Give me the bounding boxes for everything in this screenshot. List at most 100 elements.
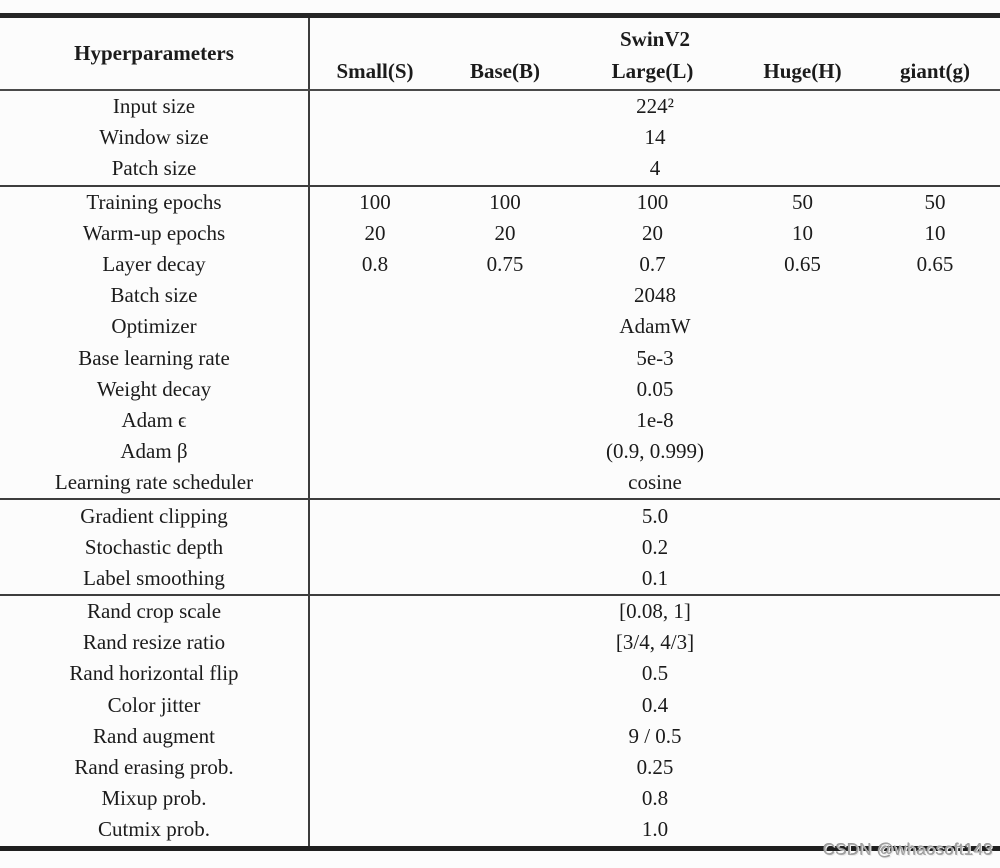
table-row: Learning rate scheduler cosine <box>0 467 1000 499</box>
row-label: Learning rate scheduler <box>0 467 310 499</box>
row-value: 0.8 <box>361 252 389 277</box>
table-row: Input size 224² <box>0 91 1000 123</box>
table-row: Cutmix prob. 1.0 <box>0 814 1000 846</box>
table-row: Optimizer AdamW <box>0 311 1000 343</box>
hyperparameters-table: Hyperparameters SwinV2 Small(S) Base(B) … <box>0 13 1000 851</box>
section-optimization: Training epochs 100 100 100 50 50 Warm-u… <box>0 184 1000 499</box>
row-label: Rand crop scale <box>0 596 310 628</box>
row-value: 20 <box>494 220 516 245</box>
row-value: 100 <box>636 189 669 214</box>
row-value: 0.7 <box>639 252 666 277</box>
row-value: [3/4, 4/3] <box>615 630 695 655</box>
table-row: Adam ϵ 1e-8 <box>0 404 1000 437</box>
row-value: 5.0 <box>641 503 669 528</box>
table-row: Rand horizontal flip 0.5 <box>0 658 1000 690</box>
row-label: Color jitter <box>0 689 310 721</box>
table-row: Weight decay 0.05 <box>0 373 1000 405</box>
column-header-large: Large(L) <box>611 58 694 83</box>
table-row: Base learning rate 5e-3 <box>0 342 1000 374</box>
row-value: 0.05 <box>636 376 674 401</box>
row-label: Window size <box>0 122 310 154</box>
row-value: 20 <box>364 220 386 245</box>
row-label: Rand erasing prob. <box>0 751 310 784</box>
row-value: 0.65 <box>916 252 954 277</box>
row-label: Batch size <box>0 280 310 312</box>
row-label: Rand horizontal flip <box>0 658 310 690</box>
row-value: 4 <box>649 156 661 181</box>
row-value: 0.5 <box>641 661 669 686</box>
table-row: Patch size 4 <box>0 153 1000 185</box>
row-value: 100 <box>489 189 521 214</box>
table-row: Rand augment 9 / 0.5 <box>0 720 1000 752</box>
column-header-base: Base(B) <box>470 58 540 83</box>
row-value: 0.2 <box>641 534 669 559</box>
table-row: Rand resize ratio [3/4, 4/3] <box>0 627 1000 659</box>
table-row: Adam β (0.9, 0.999) <box>0 436 1000 468</box>
row-value: 100 <box>359 189 391 214</box>
row-value: (0.9, 0.999) <box>606 439 704 464</box>
row-value: 224² <box>636 94 674 119</box>
row-value: 50 <box>924 189 946 214</box>
row-value: [0.08, 1] <box>619 599 691 624</box>
table-row: Stochastic depth 0.2 <box>0 531 1000 563</box>
header-hyperparameters: Hyperparameters <box>0 18 310 89</box>
row-label: Base learning rate <box>0 342 310 374</box>
row-label: Label smoothing <box>0 562 310 594</box>
row-label: Layer decay <box>0 248 310 281</box>
row-value: 10 <box>924 220 946 245</box>
table-row: Rand erasing prob. 0.25 <box>0 751 1000 784</box>
row-label: Optimizer <box>0 311 310 343</box>
section-regularization: Gradient clipping 5.0 Stochastic depth 0… <box>0 498 1000 594</box>
row-value: 10 <box>792 220 813 245</box>
row-value: 0.75 <box>486 252 524 277</box>
table-row: Rand crop scale [0.08, 1] <box>0 596 1000 628</box>
row-value: 0.8 <box>641 786 669 811</box>
row-label: Rand augment <box>0 720 310 752</box>
row-value: 50 <box>792 189 813 214</box>
header-group-swinv2: SwinV2 <box>619 27 691 51</box>
row-value: 0.65 <box>784 252 821 277</box>
row-label: Gradient clipping <box>0 500 310 532</box>
table-header-row: Hyperparameters SwinV2 Small(S) Base(B) … <box>0 18 1000 91</box>
table-row: Batch size 2048 <box>0 280 1000 312</box>
row-label: Cutmix prob. <box>0 814 310 846</box>
row-label: Patch size <box>0 153 310 185</box>
row-label: Adam β <box>0 436 310 468</box>
row-label: Training epochs <box>0 186 310 218</box>
row-value: 1.0 <box>641 817 669 842</box>
table-row: Gradient clipping 5.0 <box>0 500 1000 532</box>
row-value: 0.4 <box>641 692 669 717</box>
row-value: 20 <box>642 220 663 245</box>
row-label: Adam ϵ <box>0 404 310 437</box>
row-label: Warm-up epochs <box>0 217 310 249</box>
header-right-group: SwinV2 Small(S) Base(B) Large(L) Huge(H)… <box>310 18 1000 89</box>
table-row: Mixup prob. 0.8 <box>0 783 1000 815</box>
row-label: Stochastic depth <box>0 531 310 563</box>
row-value: 0.25 <box>636 755 674 780</box>
table-row: Label smoothing 0.1 <box>0 562 1000 594</box>
csdn-watermark: CSDN @whaosoft143 <box>823 840 993 859</box>
table-row: Layer decay 0.8 0.75 0.7 0.65 0.65 <box>0 248 1000 281</box>
header-columns: Small(S) Base(B) Large(L) Huge(H) giant(… <box>310 53 1000 89</box>
column-header-giant: giant(g) <box>900 58 970 83</box>
column-header-small: Small(S) <box>336 58 414 83</box>
row-value: cosine <box>628 470 682 495</box>
row-label: Mixup prob. <box>0 783 310 815</box>
row-value: 9 / 0.5 <box>628 723 682 748</box>
row-value: 2048 <box>634 283 676 308</box>
section-augmentation: Rand crop scale [0.08, 1] Rand resize ra… <box>0 594 1000 846</box>
row-value: 5e-3 <box>636 345 674 370</box>
row-value: 0.1 <box>641 565 669 590</box>
table-row: Window size 14 <box>0 122 1000 154</box>
row-value: 14 <box>644 125 666 150</box>
table-row: Training epochs 100 100 100 50 50 <box>0 186 1000 218</box>
row-label: Rand resize ratio <box>0 627 310 659</box>
row-value: 1e-8 <box>636 407 674 432</box>
row-label: Input size <box>0 91 310 123</box>
table-row: Color jitter 0.4 <box>0 689 1000 721</box>
column-header-huge: Huge(H) <box>763 58 842 83</box>
table-row: Warm-up epochs 20 20 20 10 10 <box>0 217 1000 249</box>
row-value: AdamW <box>619 314 691 339</box>
section-sizes: Input size 224² Window size 14 Patch siz… <box>0 91 1000 185</box>
